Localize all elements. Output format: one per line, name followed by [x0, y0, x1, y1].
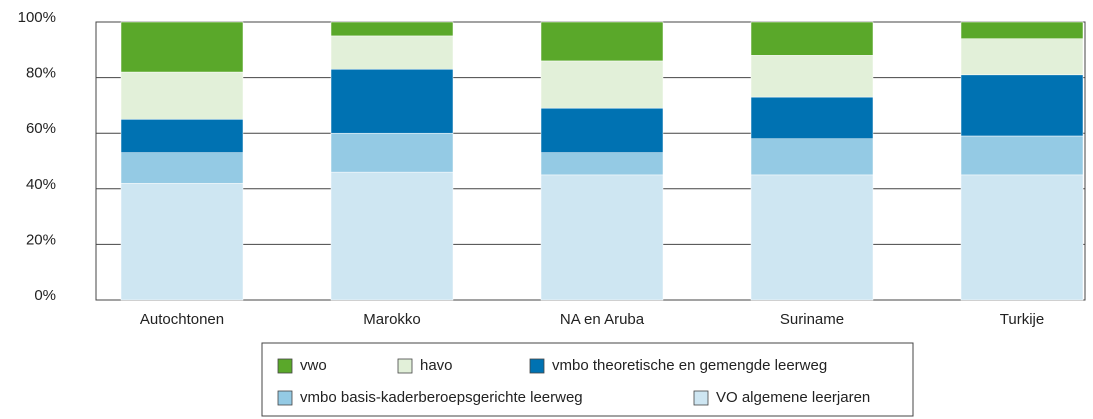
- y-tick-label: 20%: [26, 231, 56, 248]
- bar-segment: [750, 96, 874, 140]
- bar-segment: [750, 174, 874, 301]
- y-tick-label: 100%: [18, 9, 56, 26]
- bar-segment: [330, 171, 454, 301]
- bar-segment: [750, 138, 874, 176]
- legend-swatch: [277, 390, 293, 406]
- y-tick-label: 80%: [26, 65, 56, 82]
- y-tick-label: 60%: [26, 120, 56, 137]
- bar-segment: [960, 21, 1084, 39]
- x-tick-label: Turkije: [1000, 311, 1044, 328]
- x-tick-label: Suriname: [780, 311, 844, 328]
- legend-label: vmbo theoretische en gemengde leerweg: [552, 357, 827, 374]
- y-tick-label: 40%: [26, 176, 56, 193]
- bar-segment: [330, 132, 454, 173]
- bar-segment: [330, 21, 454, 37]
- legend-swatch: [529, 358, 545, 374]
- bar-segment: [540, 174, 664, 301]
- bar-segment: [120, 119, 244, 153]
- legend-label: havo: [420, 357, 453, 374]
- legend-label: vmbo basis-kaderberoepsgerichte leerweg: [300, 389, 583, 406]
- bar-segment: [540, 107, 664, 153]
- bar-segment: [330, 35, 454, 70]
- bar-segment: [540, 21, 664, 62]
- legend-label: vwo: [300, 357, 327, 374]
- y-tick-label: 0%: [34, 287, 56, 304]
- legend-swatch: [277, 358, 293, 374]
- bar-segment: [120, 71, 244, 120]
- x-tick-label: NA en Aruba: [560, 311, 645, 328]
- x-tick-label: Autochtonen: [140, 311, 224, 328]
- bar-segment: [750, 21, 874, 56]
- bar-segment: [540, 60, 664, 109]
- legend-swatch: [397, 358, 413, 374]
- legend-box: [261, 342, 914, 417]
- bar-segment: [120, 182, 244, 301]
- bar-segment: [750, 55, 874, 98]
- bar-segment: [330, 69, 454, 134]
- bar-segment: [540, 152, 664, 176]
- bar-segment: [960, 38, 1084, 76]
- legend-label: VO algemene leerjaren: [716, 389, 870, 406]
- legend-swatch: [693, 390, 709, 406]
- x-tick-label: Marokko: [363, 311, 421, 328]
- bar-segment: [120, 21, 244, 73]
- bar-segment: [120, 152, 244, 184]
- bar-segment: [960, 135, 1084, 176]
- bar-segment: [960, 74, 1084, 137]
- bar-segment: [960, 174, 1084, 301]
